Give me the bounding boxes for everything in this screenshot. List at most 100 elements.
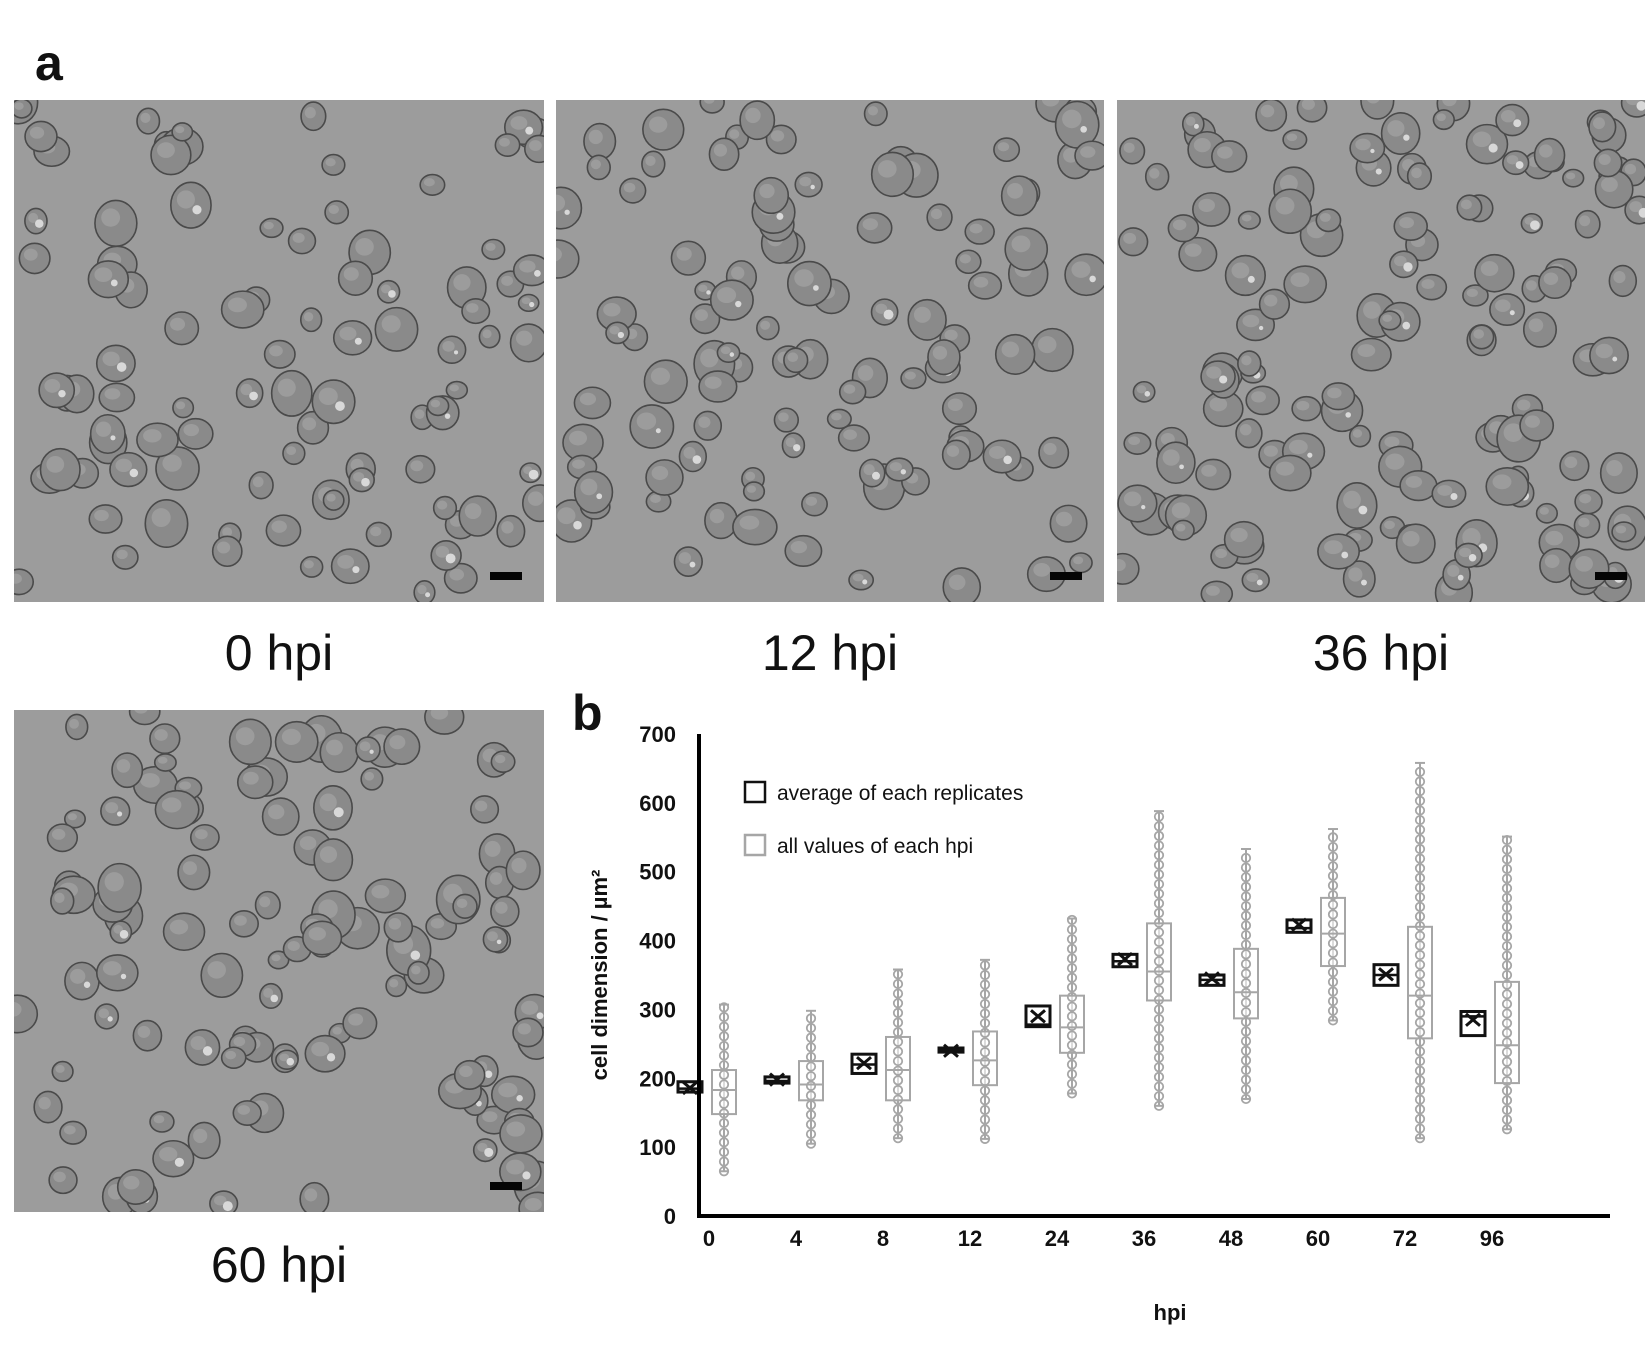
data-point [1153, 927, 1165, 938]
data-point [1153, 936, 1165, 948]
data-point [1327, 938, 1339, 949]
data-point [1414, 1007, 1426, 1018]
data-point [1501, 989, 1513, 1000]
mean-marker [1204, 971, 1220, 986]
data-point [1414, 834, 1426, 845]
mean-marker [1465, 1012, 1481, 1027]
average-box [1198, 971, 1226, 987]
y-tick-label: 600 [639, 791, 676, 816]
data-point [1240, 968, 1252, 979]
data-point [1501, 1066, 1513, 1077]
data-point [1240, 1064, 1252, 1076]
data-point [1153, 994, 1165, 1005]
data-point [1153, 1023, 1165, 1034]
data-point [1414, 1075, 1426, 1086]
caption-60hpi: 60 hpi [210, 1237, 348, 1293]
data-point [979, 969, 991, 981]
iqr-box [1059, 994, 1085, 1054]
mean-marker [856, 1056, 872, 1071]
y-tick-label: 500 [639, 860, 676, 885]
data-point [1327, 899, 1339, 910]
data-point [1414, 911, 1426, 922]
data-point [1153, 840, 1165, 851]
micrograph-60hpi [14, 710, 544, 1212]
average-box [1459, 1009, 1487, 1038]
all-values-box [711, 1002, 737, 1177]
data-point [1153, 898, 1165, 909]
data-point [892, 1084, 904, 1096]
data-point [1414, 892, 1426, 903]
data-point [1414, 805, 1426, 816]
data-point [892, 978, 904, 990]
mean-marker [1117, 952, 1133, 967]
data-point [1414, 1084, 1426, 1096]
average-box [1111, 952, 1139, 969]
data-point [1153, 1042, 1165, 1054]
x-tick-label: 48 [1219, 1226, 1243, 1251]
cell-texture [14, 710, 544, 1212]
data-point [1327, 918, 1339, 930]
data-point [1414, 901, 1426, 912]
data-point [1153, 879, 1165, 890]
x-tick-label: 0 [703, 1226, 715, 1251]
data-point [1414, 1036, 1426, 1047]
data-point [1066, 1059, 1078, 1070]
data-point [1327, 1005, 1339, 1016]
data-point [1501, 931, 1513, 942]
data-point [1414, 766, 1426, 777]
data-point [1414, 988, 1426, 999]
mean-marker [1291, 917, 1307, 932]
data-point [1066, 972, 1078, 983]
data-point [1501, 854, 1513, 865]
data-point [979, 1047, 991, 1058]
data-point [892, 1017, 904, 1028]
cell-texture [556, 100, 1104, 602]
mean-marker [1378, 967, 1394, 982]
data-point [1501, 1114, 1513, 1125]
data-point [1501, 883, 1513, 894]
data-point [1153, 975, 1165, 986]
data-point [1327, 909, 1339, 920]
data-point [979, 1027, 991, 1038]
x-tick-label: 60 [1306, 1226, 1330, 1251]
y-tick-label: 700 [639, 722, 676, 747]
x-tick-label: 72 [1393, 1226, 1417, 1251]
data-point [1414, 843, 1426, 855]
data-point [1414, 930, 1426, 941]
data-point [1153, 869, 1165, 880]
data-point [979, 1056, 991, 1067]
data-point [979, 1104, 991, 1116]
panel-a-label: a [35, 35, 63, 91]
data-point [1501, 1124, 1513, 1135]
data-point [1414, 959, 1426, 970]
caption-12hpi: 12 hpi [761, 625, 899, 681]
data-point [1153, 830, 1165, 842]
data-point [979, 1085, 991, 1096]
average-box [763, 1072, 791, 1087]
data-point [1153, 1033, 1165, 1044]
data-point [1240, 949, 1252, 960]
mean-marker [769, 1072, 785, 1087]
data-point [718, 1146, 730, 1158]
data-point [1501, 1075, 1513, 1087]
data-point [1501, 912, 1513, 923]
data-point [1240, 1093, 1252, 1105]
data-point [1240, 1026, 1252, 1037]
data-point [1327, 890, 1339, 901]
data-point [1414, 814, 1426, 826]
data-point [892, 1036, 904, 1047]
data-point [979, 1075, 991, 1087]
data-point [1066, 1030, 1078, 1041]
scale-bar [1595, 572, 1627, 580]
data-point [1153, 821, 1165, 832]
all-values-box [1146, 810, 1172, 1111]
data-point [1414, 1046, 1426, 1057]
cell-texture [1117, 100, 1645, 602]
data-point [1153, 1004, 1165, 1015]
data-point [1240, 910, 1252, 921]
mean-marker [1030, 1009, 1046, 1024]
data-point [1501, 873, 1513, 884]
data-point [1501, 1008, 1513, 1019]
data-point [1414, 921, 1426, 932]
